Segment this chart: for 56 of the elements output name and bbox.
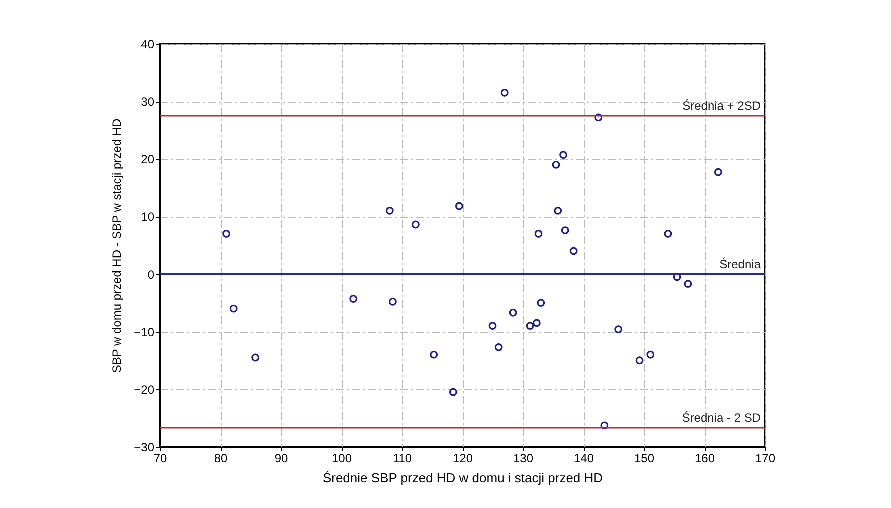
x-tick-label: 90: [274, 452, 288, 466]
point: [664, 230, 672, 238]
x-tick-label: 160: [694, 452, 716, 466]
y-tick-label: 20: [141, 152, 155, 167]
x-tick-label: 70: [154, 452, 168, 466]
point: [614, 326, 623, 334]
y-tick-label: 0: [148, 268, 155, 282]
point: [388, 298, 397, 306]
x-tick-label: 170: [755, 452, 776, 466]
x-axis-title: Średnie SBP przed HD w domu i stacji przed HD: [322, 470, 604, 486]
y-tick-label: 30: [141, 95, 155, 110]
point: [230, 304, 238, 313]
point: [684, 280, 692, 288]
ref-line-label: Średnia: [720, 257, 762, 272]
ref-line-label: Średnia - 2 SD: [682, 411, 762, 425]
x-tick-label: 110: [392, 452, 412, 466]
point: [594, 114, 603, 122]
x-tick-label: 120: [452, 452, 474, 466]
y-tick-label: −30: [134, 440, 155, 454]
point: [532, 319, 541, 328]
point: [561, 226, 570, 234]
point: [570, 247, 578, 256]
point: [636, 356, 644, 365]
point: [714, 168, 722, 176]
y-axis-title: SBP w domu przed HD - SBP w stacji przed HD: [110, 118, 124, 374]
x-tick-label: 100: [332, 452, 352, 466]
point: [430, 350, 438, 359]
x-tick-label: 140: [574, 452, 594, 466]
y-tick-label: −20: [134, 382, 155, 397]
point: [412, 220, 420, 229]
x-tick-label: 150: [634, 452, 655, 466]
point: [673, 273, 682, 282]
point: [560, 151, 568, 160]
x-tick-label: 80: [214, 452, 228, 466]
point: [386, 207, 394, 215]
point: [488, 322, 497, 330]
point: [552, 160, 560, 169]
point: [456, 202, 464, 210]
point: [500, 88, 509, 97]
point: [449, 388, 458, 396]
point: [600, 422, 609, 430]
point: [222, 230, 231, 238]
point: [350, 295, 358, 303]
point: [554, 207, 562, 215]
y-tick-label: 10: [141, 210, 155, 224]
y-tick-label: −10: [134, 325, 155, 340]
ref-line-label: Średnia + 2SD: [682, 98, 762, 113]
y-tick-label: 40: [141, 38, 155, 52]
point: [509, 308, 518, 317]
x-tick-label: 130: [513, 452, 534, 466]
point: [537, 299, 546, 308]
point: [526, 322, 534, 330]
point: [252, 354, 260, 362]
point: [534, 230, 543, 238]
point: [494, 343, 503, 352]
point: [646, 350, 655, 359]
